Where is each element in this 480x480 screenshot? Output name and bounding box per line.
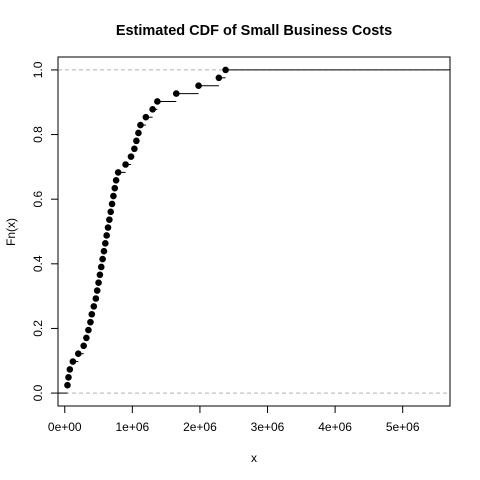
ecdf-point [149,106,156,113]
x-axis-label: x [251,451,257,465]
x-tick-label: 0e+00 [48,420,82,434]
x-tick-label: 2e+06 [183,420,217,434]
ecdf-point [142,113,150,121]
ecdf-point [195,82,202,89]
ecdf-point [106,216,113,223]
ecdf-point [114,169,122,176]
ecdf-point [122,161,129,168]
ecdf-point [66,366,74,373]
y-tick-label: 0.6 [31,191,45,208]
ecdf-point [92,295,100,302]
x-tick-label: 4e+06 [318,420,352,434]
ecdf-point [104,224,112,231]
y-tick-label: 0.4 [31,255,45,272]
ecdf-points [64,66,229,389]
ecdf-point [102,240,109,247]
ecdf-point [99,255,106,263]
chart-title: Estimated CDF of Small Business Costs [116,23,392,39]
ecdf-point [127,153,135,160]
ecdf-point [107,208,115,216]
ecdf-point [85,326,92,334]
x-tick-label: 3e+06 [251,420,285,434]
ecdf-point [90,303,98,310]
ecdf-point [172,90,180,97]
ecdf-point [65,374,72,381]
ecdf-point [215,74,223,82]
ecdf-point [74,350,82,357]
x-tick-label: 5e+06 [386,420,420,434]
ecdf-point [133,137,140,145]
y-tick-label: 0.8 [31,126,45,143]
ecdf-point [97,263,105,271]
ecdf-point [111,184,119,192]
ecdf-point [93,287,101,294]
ecdf-point [96,271,104,279]
ecdf-point [222,66,229,74]
ecdf-point [137,121,144,129]
ecdf-point [83,334,90,342]
ecdf-steps [58,69,450,394]
x-axis: 0e+00 1e+06 2e+06 3e+06 4e+06 5e+06 [48,405,420,434]
ecdf-point [131,145,138,153]
ecdf-point [64,381,71,389]
ecdf-point [103,232,110,239]
x-tick-label: 1e+06 [115,420,149,434]
y-axis: 0.0 0.2 0.4 0.6 0.8 1.0 [31,61,59,401]
ecdf-point [87,318,94,326]
y-axis-label: Fn(x) [4,218,18,246]
ecdf-point [135,129,142,137]
reference-lines [58,69,450,394]
y-tick-label: 0.0 [31,384,45,401]
y-tick-label: 1.0 [31,61,45,78]
ecdf-point [112,176,120,184]
ecdf-point [80,342,87,350]
ecdf-point [100,247,108,255]
ecdf-point [154,98,161,105]
ecdf-point [69,358,77,365]
y-tick-label: 0.2 [31,320,45,337]
ecdf-point [95,279,102,287]
ecdf-point [108,200,116,208]
ecdf-point [88,310,96,318]
plot-frame [57,56,451,407]
ecdf-point [110,192,117,200]
